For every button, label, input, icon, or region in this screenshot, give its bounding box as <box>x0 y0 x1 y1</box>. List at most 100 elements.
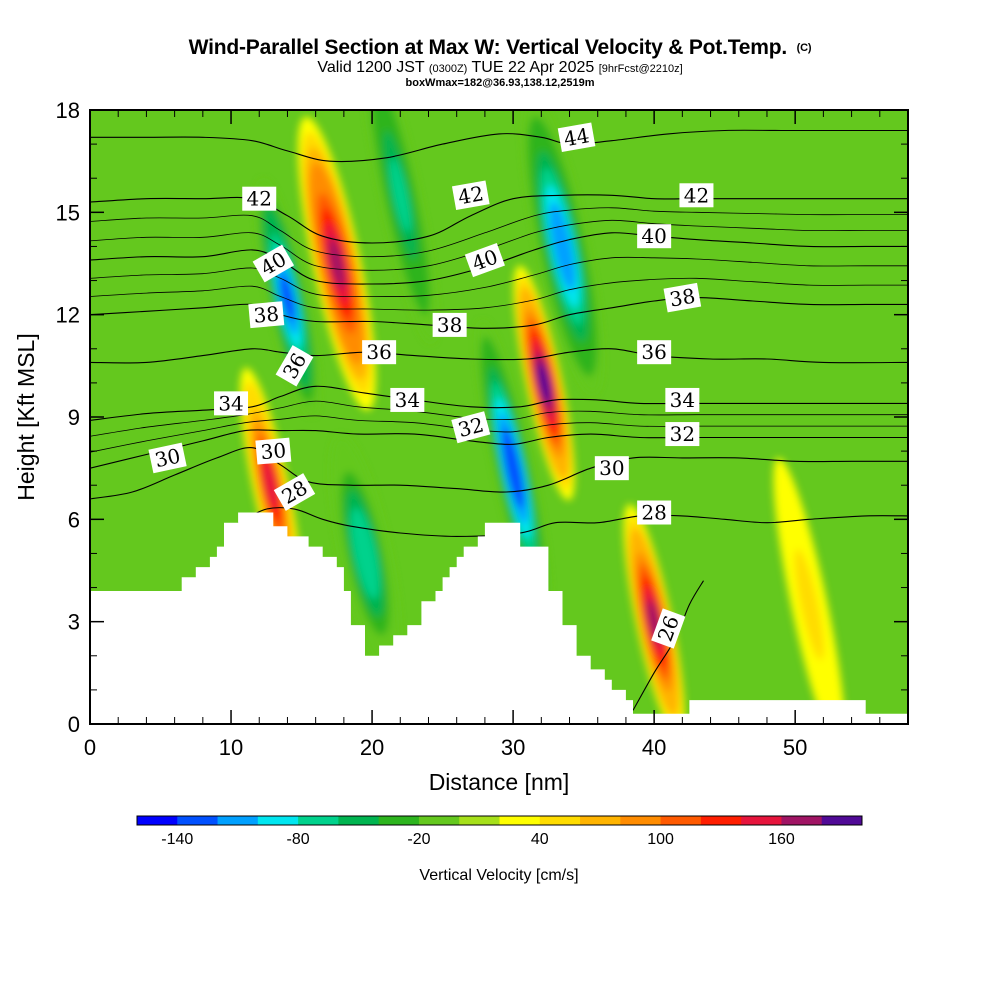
x-tick-label: 30 <box>501 735 525 760</box>
y-tick-label: 18 <box>56 98 80 123</box>
y-axis-title: Height [Kft MSL] <box>13 333 39 500</box>
contour-label-34: 34 <box>214 391 249 416</box>
contour-label-text: 34 <box>395 388 420 412</box>
theta-contour-minor <box>90 415 908 453</box>
w-field-band <box>537 362 551 404</box>
x-tick-label: 40 <box>642 735 666 760</box>
w-field-band <box>279 274 295 321</box>
colorbar-swatch <box>257 816 299 825</box>
box-info: boxWmax=182@36.93,138.12,2519m <box>405 77 595 89</box>
terrain-mask <box>90 512 908 724</box>
valid-time-zulu: (0300Z) <box>428 63 468 75</box>
colorbar-swatch <box>821 816 863 825</box>
contour-label-40: 40 <box>252 244 295 283</box>
title-block: Wind-Parallel Section at Max W: Vertical… <box>0 36 1000 89</box>
valid-time-line: Valid 1200 JST (0300Z) TUE 22 Apr 2025 [… <box>0 60 1000 77</box>
x-tick-label: 10 <box>219 735 243 760</box>
valid-date: TUE 22 Apr 2025 <box>471 59 595 76</box>
colorbar-swatch <box>298 816 339 825</box>
colorbar-swatch <box>660 816 702 825</box>
contour-label-32: 32 <box>665 422 700 447</box>
x-tick-label: 0 <box>84 735 96 760</box>
y-tick-label: 12 <box>56 303 80 328</box>
theta-contour-34 <box>90 385 908 421</box>
contour-label-42: 42 <box>679 183 714 208</box>
colorbar-swatch <box>177 816 219 825</box>
contour-label-42: 42 <box>451 180 490 211</box>
valid-time-prefix: Valid 1200 JST <box>317 59 425 76</box>
colorbar-swatch <box>338 816 380 825</box>
contour-label-42: 42 <box>242 186 277 211</box>
theta-contour-28 <box>237 507 908 537</box>
contour-label-text: 30 <box>599 456 624 480</box>
contour-label-text: 28 <box>641 501 666 525</box>
y-tick-label: 3 <box>68 610 80 635</box>
theta-contour-30 <box>90 447 908 500</box>
y-tick-label: 15 <box>56 200 80 225</box>
colorbar-swatch <box>620 816 662 825</box>
colorbar-title: Vertical Velocity [cm/s] <box>419 867 578 884</box>
contour-label-38: 38 <box>432 312 467 337</box>
contour-label-text: 30 <box>153 444 183 473</box>
colorbar-tick-label: 160 <box>768 831 795 848</box>
contour-label-text: 40 <box>641 224 666 248</box>
contour-label-text: 44 <box>562 123 591 151</box>
y-tick-label: 9 <box>68 405 80 430</box>
contour-label-36: 36 <box>637 340 672 365</box>
w-field-band <box>553 219 572 274</box>
colorbar-swatch <box>418 816 460 825</box>
w-field-band <box>328 238 345 289</box>
contour-label-34: 34 <box>390 387 425 412</box>
x-axis-title: Distance [nm] <box>429 769 570 795</box>
colorbar-frame <box>136 815 863 826</box>
theta-contour-minor <box>90 256 908 298</box>
colorbar-swatch <box>459 816 500 825</box>
w-field-band <box>794 549 824 661</box>
contour-label-34: 34 <box>665 387 700 412</box>
colorbar-swatch <box>137 816 178 825</box>
theta-contour-32 <box>90 429 908 469</box>
colorbar-swatch <box>580 816 621 825</box>
contour-label-28: 28 <box>637 500 672 525</box>
colorbar-tick-label: -20 <box>407 831 430 848</box>
y-tick-label: 6 <box>68 507 80 532</box>
terrain <box>90 512 908 724</box>
contour-label-36: 36 <box>362 340 397 365</box>
theta-contour-minor <box>90 277 908 311</box>
contour-label-44: 44 <box>557 122 596 153</box>
colorbar-swatch <box>539 816 581 825</box>
colorbar-swatch <box>781 816 823 825</box>
colorbar-swatch <box>378 816 420 825</box>
contour-label-40: 40 <box>637 224 672 249</box>
contour-label-text: 38 <box>437 313 462 337</box>
theta-contour-44 <box>90 129 908 163</box>
w-field-band <box>263 461 279 509</box>
contour-label-38: 38 <box>663 282 702 313</box>
chart-title-main: Wind-Parallel Section at Max W: Vertical… <box>188 36 788 59</box>
colorbar-swatch <box>217 816 259 825</box>
contour-label-text: 30 <box>260 438 287 464</box>
copyright-mark: (C) <box>796 42 812 54</box>
contour-label-text: 36 <box>366 340 391 364</box>
contour-label-30: 30 <box>594 456 629 481</box>
colorbar-tick-label: -140 <box>161 831 193 848</box>
chart-title: Wind-Parallel Section at Max W: Vertical… <box>0 36 1000 60</box>
contour-label-text: 38 <box>253 302 280 328</box>
colorbar-tick-label: 100 <box>647 831 674 848</box>
contour-label-text: 32 <box>670 422 695 446</box>
contour-label-text: 36 <box>641 340 666 364</box>
theta-contour-minor <box>90 207 908 258</box>
theta-contour-minor <box>90 219 908 271</box>
y-tick-label: 0 <box>68 712 80 737</box>
forecast-info: [9hrFcst@2210z] <box>598 63 683 75</box>
contour-label-30: 30 <box>255 437 292 465</box>
contour-label-38: 38 <box>248 301 285 329</box>
contour-label-text: 42 <box>456 181 485 209</box>
x-tick-label: 20 <box>360 735 384 760</box>
colorbar-swatch <box>499 816 541 825</box>
w-field-band <box>505 443 521 494</box>
colorbar-swatch <box>741 816 782 825</box>
x-tick-label: 50 <box>783 735 807 760</box>
